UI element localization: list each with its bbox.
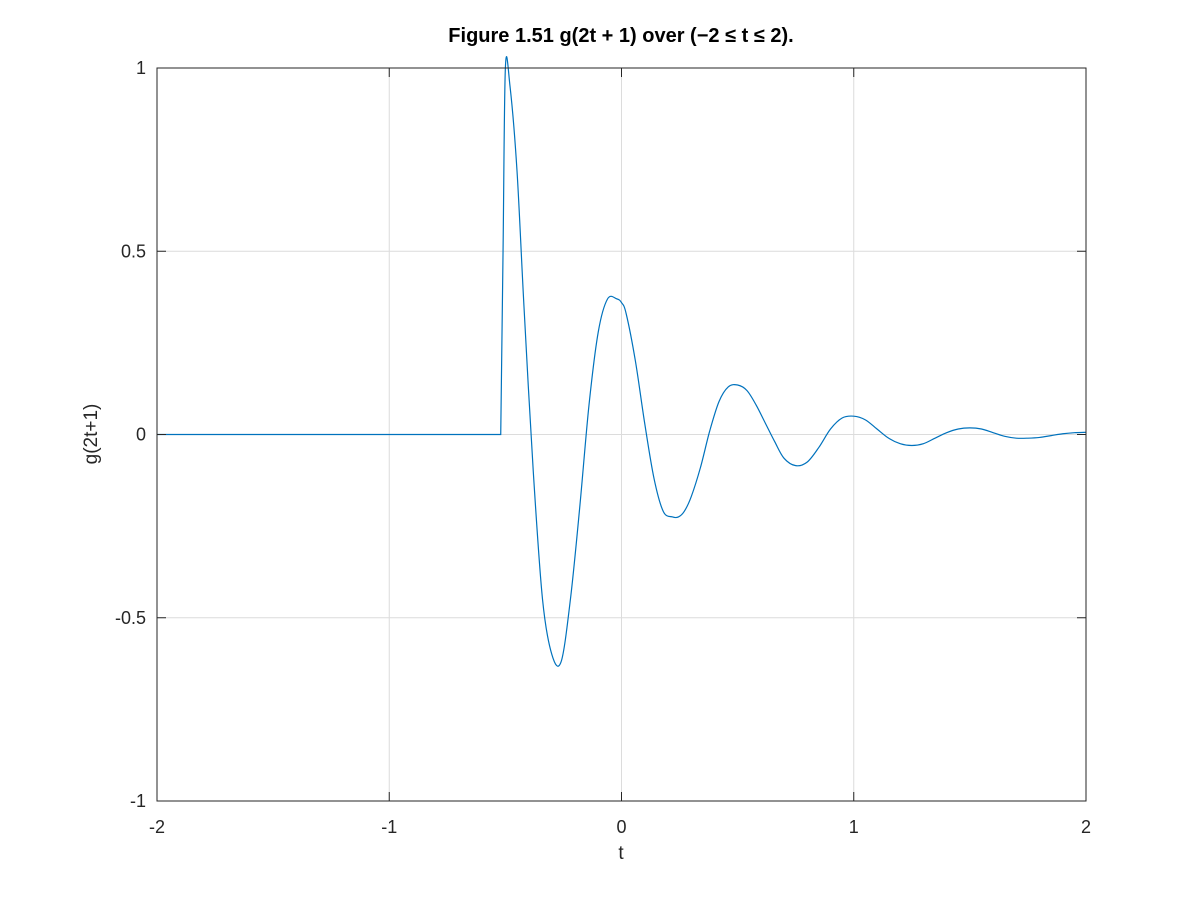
y-tick-label: -1 — [130, 791, 146, 811]
ticks — [156, 67, 1087, 802]
chart-title: Figure 1.51 g(2t + 1) over (−2 ≤ t ≤ 2). — [448, 25, 793, 47]
y-tick-label: -0.5 — [115, 608, 146, 628]
x-tick-label: 0 — [616, 817, 626, 837]
x-tick-label: 2 — [1081, 817, 1091, 837]
y-tick-label: 1 — [136, 58, 146, 78]
series-line — [157, 56, 1087, 667]
y-tick-label: 0.5 — [121, 241, 146, 261]
x-tick-label: -1 — [381, 817, 397, 837]
series-layer — [157, 56, 1087, 667]
x-tick-label: -2 — [149, 817, 165, 837]
tick-labels: -2 -1 0 1 2-1-0.500.51 — [115, 58, 1091, 837]
y-axis-label: g(2t+1) — [81, 404, 102, 465]
x-axis-label: t — [618, 843, 624, 864]
y-tick-label: 0 — [136, 425, 146, 445]
x-tick-label: 1 — [849, 817, 859, 837]
